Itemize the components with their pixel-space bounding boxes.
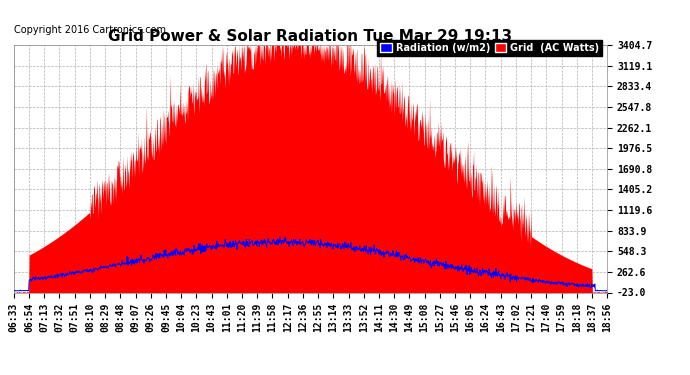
Title: Grid Power & Solar Radiation Tue Mar 29 19:13: Grid Power & Solar Radiation Tue Mar 29 …	[108, 29, 513, 44]
Legend: Radiation (w/m2), Grid  (AC Watts): Radiation (w/m2), Grid (AC Watts)	[377, 40, 602, 56]
Text: Copyright 2016 Cartronics.com: Copyright 2016 Cartronics.com	[14, 25, 166, 35]
